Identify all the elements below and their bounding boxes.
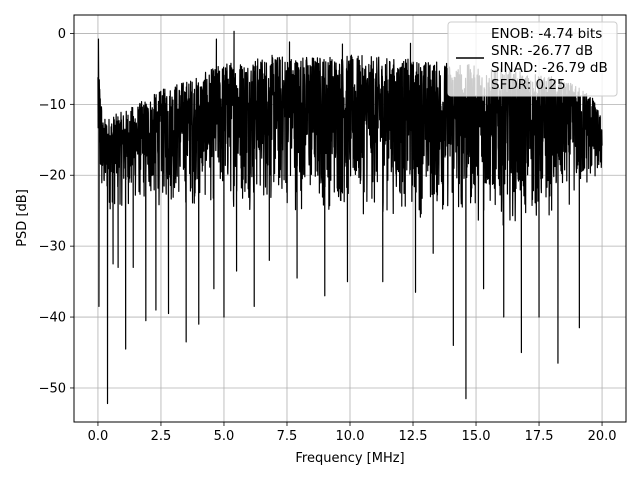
y-tick-label: −50: [39, 381, 66, 396]
x-tick-label: 10.0: [336, 429, 365, 444]
legend-box: [447, 21, 618, 97]
y-tick-label: −20: [39, 169, 66, 184]
legend-sfdr: SFDR: 0.25: [491, 77, 566, 93]
y-tick-label: 0: [58, 27, 66, 42]
y-axis-label: PSD [dB]: [15, 189, 30, 247]
y-tick-label: −40: [39, 311, 66, 326]
y-axis-ticks: 0 −10 −20 −30 −40 −50: [39, 27, 74, 396]
x-tick-label: 12.5: [399, 429, 428, 444]
y-tick-label: −10: [39, 98, 66, 113]
y-tick-label: −30: [39, 240, 66, 255]
legend-enob: ENOB: -4.74 bits: [491, 26, 602, 42]
legend: ENOB: -4.74 bits SNR: -26.77 dB SINAD: -…: [447, 21, 618, 97]
x-tick-label: 15.0: [462, 429, 491, 444]
x-tick-label: 17.5: [525, 429, 554, 444]
x-tick-label: 20.0: [588, 429, 617, 444]
x-tick-label: 0.0: [88, 429, 109, 444]
legend-snr: SNR: -26.77 dB: [491, 43, 593, 59]
x-axis-label: Frequency [MHz]: [295, 451, 404, 466]
x-tick-label: 7.5: [277, 429, 298, 444]
legend-sinad: SINAD: -26.79 dB: [491, 60, 608, 76]
x-axis-ticks: 0.0 2.5 5.0 7.5 10.0 12.5 15.0 17.5 20.0: [88, 422, 617, 444]
x-tick-label: 2.5: [151, 429, 172, 444]
x-tick-label: 5.0: [214, 429, 235, 444]
